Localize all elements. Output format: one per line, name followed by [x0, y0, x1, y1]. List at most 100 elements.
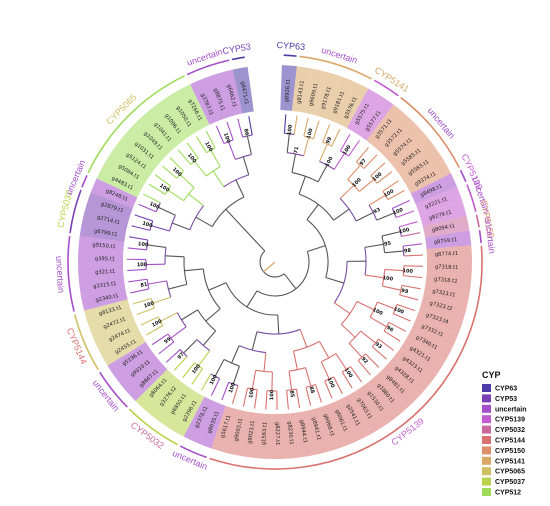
leaf-label: g1563.t1	[261, 422, 268, 446]
branch	[288, 371, 293, 391]
legend-title: CYP	[482, 370, 501, 380]
family-band-segment	[377, 366, 419, 408]
branch	[138, 203, 157, 213]
legend-label: uncertain	[495, 406, 527, 413]
bootstrap-value: 100	[186, 152, 198, 164]
bootstrap-value: 100	[209, 374, 219, 386]
leaf-label: g6471.t1	[239, 81, 249, 105]
leaf-label: g8094.t1	[431, 223, 455, 234]
branch	[157, 206, 176, 216]
branch-arc	[157, 316, 164, 326]
branch-arc	[164, 185, 172, 195]
branch	[226, 121, 234, 141]
bootstrap-value: 86	[242, 128, 249, 137]
branch	[295, 389, 301, 409]
branch-arc	[381, 269, 386, 287]
family-band-segment	[100, 331, 146, 366]
branch	[127, 247, 147, 251]
legend: CYP CYP63 CYP53 uncertain CYP5139 CYP5032 CYP5…	[482, 370, 527, 497]
family-band-segment	[328, 399, 358, 447]
branch-arc	[324, 376, 334, 382]
branch	[341, 371, 353, 389]
branch	[145, 325, 164, 336]
branch-arc	[242, 134, 253, 138]
bootstrap-value: 100	[382, 275, 394, 283]
legend-swatch	[482, 446, 491, 455]
family-band-segment	[103, 152, 149, 188]
branch	[231, 345, 240, 364]
branch	[393, 313, 411, 322]
family-band-segment	[368, 374, 408, 418]
family-band-segment	[317, 404, 344, 452]
clade-arc	[128, 408, 179, 446]
clade-arc	[400, 96, 460, 168]
legend-label: CYP5037	[495, 479, 525, 486]
tree-branches	[127, 114, 423, 410]
clade-arc	[231, 56, 245, 61]
legend-swatch	[482, 436, 491, 444]
branch	[251, 331, 258, 351]
bootstrap-value: 99	[401, 288, 410, 295]
bootstrap-value: 96	[385, 325, 394, 334]
family-band-segment	[291, 66, 312, 113]
branch	[331, 128, 341, 147]
branch	[377, 301, 396, 310]
family-band-segment	[96, 164, 143, 198]
family-band-segment	[190, 78, 221, 125]
family-band-segment	[107, 341, 153, 379]
branch	[318, 341, 330, 359]
branch	[319, 143, 328, 162]
family-band-segment	[78, 264, 124, 281]
leaf-label: g7323.t1	[432, 289, 456, 299]
leaf-label: g8227.t1	[274, 422, 280, 446]
family-band-segment	[420, 295, 468, 320]
branch	[401, 284, 421, 290]
family-band-segment	[78, 235, 125, 254]
family-band-segment	[130, 117, 172, 160]
family-band-segment	[385, 357, 429, 397]
branch-arc	[228, 381, 239, 387]
leaf-label: g8143.t1	[296, 80, 305, 104]
branch	[232, 365, 240, 385]
branch	[227, 141, 236, 160]
bootstrap-value: 100	[402, 268, 413, 275]
legend-swatch	[482, 477, 491, 486]
family-band-segment	[303, 68, 327, 116]
family-band-segment	[240, 411, 260, 459]
branch	[364, 274, 384, 279]
family-band-segment	[294, 410, 316, 458]
branch	[140, 316, 159, 326]
branch-arc	[286, 388, 297, 392]
branch	[242, 387, 249, 407]
branch-arc	[319, 160, 335, 170]
family-band-segment	[164, 91, 200, 137]
branch	[335, 353, 347, 370]
branch	[381, 231, 401, 237]
branch	[195, 216, 213, 228]
branch	[205, 308, 221, 322]
branch	[384, 250, 404, 254]
legend-swatch	[482, 488, 491, 496]
branch	[179, 174, 195, 188]
branch	[235, 179, 245, 198]
leaf-label: g9003.t1	[233, 418, 244, 442]
branch	[165, 255, 185, 258]
bootstrap-value: 100	[383, 188, 395, 199]
family-band-segment	[422, 215, 470, 238]
leaf-label: g7318.t2	[434, 276, 458, 284]
clade-arc	[373, 79, 399, 97]
legend-swatch	[482, 415, 491, 424]
legend-swatch	[482, 394, 491, 403]
branch	[210, 378, 221, 396]
clade-arc	[67, 235, 75, 312]
clade-arc	[186, 59, 230, 76]
family-band-segment	[111, 140, 156, 178]
bootstrap-value: 93	[374, 341, 384, 350]
branch	[277, 314, 280, 334]
family-band-segment	[425, 230, 472, 250]
branch	[225, 208, 266, 252]
branch	[132, 297, 152, 305]
branch	[315, 384, 323, 403]
branch	[368, 194, 386, 206]
leaf-label: g6462.t1	[225, 84, 237, 108]
